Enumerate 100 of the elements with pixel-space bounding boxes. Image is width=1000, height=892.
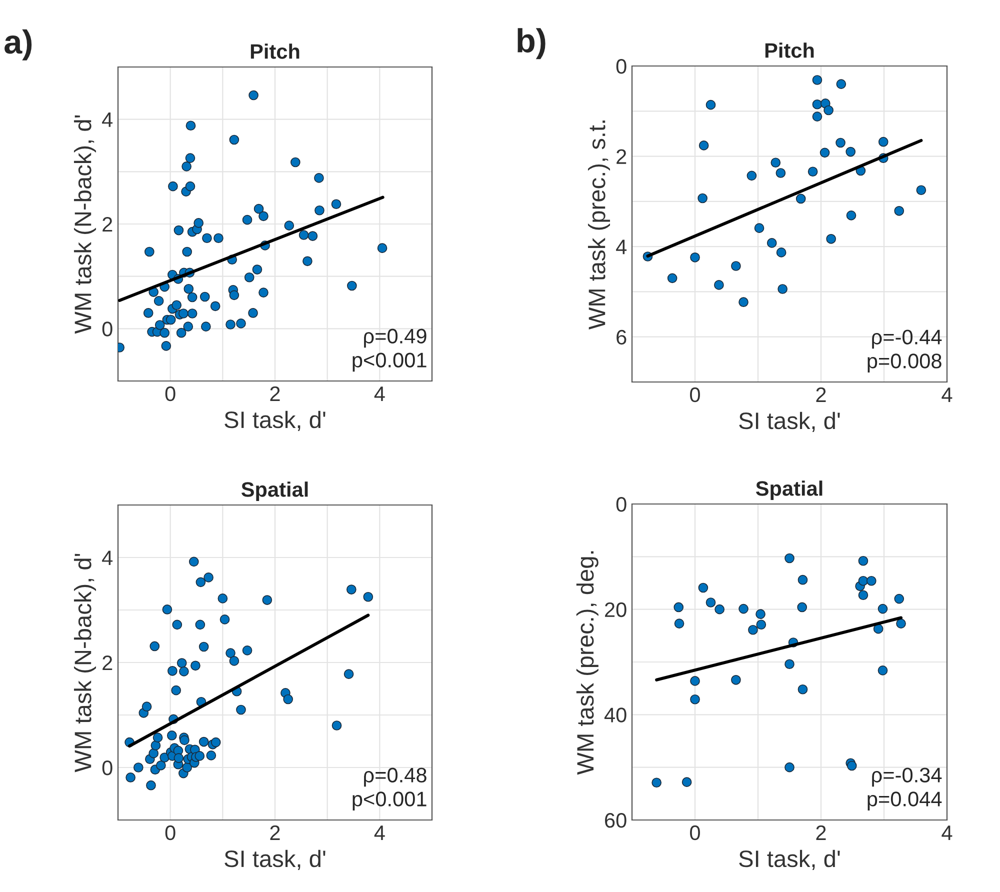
y-axis-title: WM task (N-back), d' [74,554,96,772]
x-axis-title: SI task, d' [739,412,840,432]
point [731,261,741,271]
point [756,620,766,630]
point [798,684,808,694]
point [706,598,716,608]
point [766,238,777,248]
point [698,140,709,150]
text: b) [518,28,546,60]
point [858,556,868,566]
y-tick-label: 20 [605,602,626,618]
y-tick-label: 0 [102,322,112,336]
point [796,194,806,204]
point [812,75,822,85]
point [748,624,758,635]
point [878,666,888,676]
point [652,778,662,788]
point [820,148,830,158]
point [878,136,888,147]
point [756,609,766,619]
y-tick-label: 2 [102,217,112,232]
x-tick-label: 0 [690,825,700,840]
point [808,166,818,177]
point [812,99,822,110]
x-tick-label: 4 [942,826,952,840]
point [894,594,904,604]
point [878,604,888,614]
point [776,168,786,178]
point [812,112,822,122]
x-tick-label: 0 [690,387,700,402]
y-tick-label: 4 [102,112,113,127]
point [674,618,684,628]
point [690,676,700,686]
y-axis-title: WM task (prec.), s.t. [588,120,610,330]
point [836,79,846,89]
annotation: p<0.001 [352,352,426,372]
y-tick-label: 2 [616,149,626,164]
point [674,602,684,612]
annotation: ρ=-0.44 [872,330,942,349]
point [714,604,724,614]
y-tick-label: 2 [102,656,112,670]
annotation: p<0.001 [352,792,426,811]
x-tick-label: 2 [270,386,280,401]
point [738,604,748,614]
annotation: p=0.008 [868,354,942,373]
point [797,602,808,612]
x-tick-label: 2 [816,825,826,840]
point [846,760,857,771]
point [824,105,834,116]
chart-title: Pitch [765,42,814,58]
point [784,659,794,670]
x-axis-title: SI task, d' [224,410,326,431]
chart-title: Spatial [756,480,822,500]
point [846,146,856,157]
annotation: p=0.044 [868,792,942,811]
point [784,762,794,772]
point [731,674,741,685]
point [836,138,846,148]
point [873,624,884,634]
point [667,273,678,284]
annotation: ρ=-0.34 [872,768,942,787]
point [778,284,788,294]
point [682,777,692,787]
y-tick-label: 0 [102,760,112,776]
annotation: ρ=0.48 [364,768,426,787]
y-tick-label: 40 [604,708,626,722]
point [866,576,876,586]
point [916,185,926,196]
x-tick-label: 2 [816,387,826,402]
x-tick-label: 0 [165,825,176,840]
chart-title: Spatial [241,482,308,501]
point [754,223,764,233]
point [784,553,794,564]
y-tick-label: 4 [616,240,627,254]
text: a) [4,29,32,60]
x-tick-label: 4 [374,386,385,401]
point [858,590,868,600]
point [690,252,700,262]
point [738,297,748,308]
annotation: ρ=0.49 [364,328,426,348]
point [826,234,836,244]
x-tick-label: 4 [942,388,952,402]
point [770,158,781,168]
x-axis-title: SI task, d' [739,850,840,870]
point [896,618,906,628]
x-tick-label: 0 [165,386,176,402]
y-axis-title: WM task (prec.), deg. [576,551,598,775]
y-tick-label: 60 [605,813,626,828]
x-tick-label: 2 [270,825,280,840]
point [746,170,757,181]
y-tick-label: 4 [102,550,113,566]
point [776,248,786,258]
point [698,193,708,204]
y-axis-title: WM task (N-back), d' [74,115,96,334]
point [846,210,856,220]
point [698,582,708,593]
point [706,100,716,110]
x-tick-label: 4 [374,826,385,840]
chart-title: Pitch [250,44,300,59]
point [798,574,808,585]
